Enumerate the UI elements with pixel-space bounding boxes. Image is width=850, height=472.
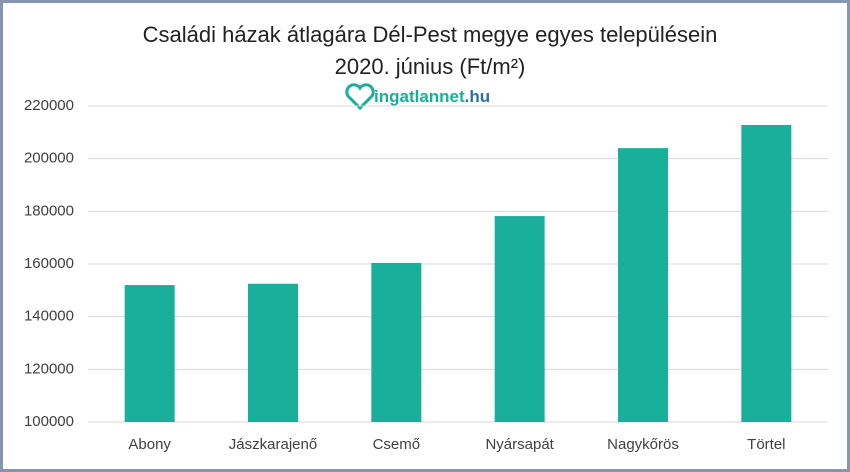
y-tick-label: 140000	[24, 308, 74, 325]
bar	[618, 148, 668, 422]
chart-title: Családi házak átlagára Dél-Pest megye eg…	[143, 22, 718, 47]
y-tick-label: 120000	[24, 360, 74, 377]
x-tick-label: Abony	[128, 436, 171, 453]
x-tick-label: Jászkarajenő	[229, 436, 317, 453]
bar	[371, 262, 422, 422]
x-tick-label: Törtel	[747, 436, 785, 453]
x-tick-label: Nyársapát	[485, 436, 554, 453]
chart-subtitle: 2020. június (Ft/m²)	[335, 54, 526, 79]
bar	[124, 285, 175, 422]
y-tick-label: 100000	[24, 413, 74, 430]
x-tick-label: Nagykőrös	[607, 436, 679, 453]
logo-text: ingatlannet.hu	[374, 87, 490, 106]
logo-name: ingatlannet	[374, 87, 465, 106]
logo: ingatlannet.hu	[345, 83, 490, 111]
y-tick-label: 200000	[24, 150, 74, 167]
bar	[741, 124, 792, 423]
bar	[248, 283, 298, 422]
bar	[494, 216, 545, 422]
y-tick-label: 160000	[24, 255, 74, 272]
x-tick-label: Csemő	[373, 436, 421, 453]
y-tick-label: 180000	[24, 202, 74, 219]
y-tick-label: 220000	[24, 97, 74, 114]
logo-domain: .hu	[465, 87, 491, 106]
logo-icon	[345, 83, 375, 111]
